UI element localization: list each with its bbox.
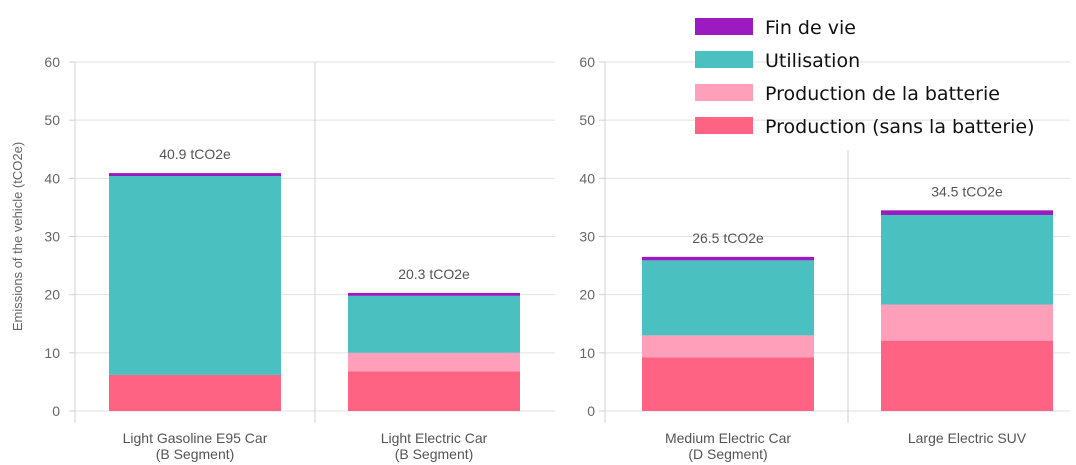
bar-total-label: 34.5 tCO2e bbox=[931, 183, 1003, 199]
y-tick-label: 30 bbox=[44, 229, 60, 245]
chart-panel-right: 0 10 20 30 40 50 60 26.5 tCO2e Medium Electric C… bbox=[579, 54, 1070, 462]
y-tick-label: 30 bbox=[579, 229, 595, 245]
chart-panel-left: 0 10 20 30 40 50 60 Emissions of the vehicle (t… bbox=[10, 54, 555, 462]
bar-segment-production-de-la-batterie bbox=[348, 352, 520, 372]
bar-segment-production-de-la-batterie bbox=[881, 304, 1053, 341]
y-tick-label: 20 bbox=[44, 287, 60, 303]
bar-segment-production-sans-la-batterie- bbox=[348, 371, 520, 411]
bar-segment-fin-de-vie bbox=[109, 173, 281, 177]
y-tick-label: 10 bbox=[44, 345, 60, 361]
bar-segment-fin-de-vie bbox=[348, 292, 520, 296]
y-tick-label: 0 bbox=[587, 403, 595, 419]
legend-label: Utilisation bbox=[765, 50, 860, 72]
y-tick-label: 50 bbox=[44, 112, 60, 128]
x-category-label: (B Segment) bbox=[395, 446, 474, 462]
bar-segment-production-de-la-batterie bbox=[642, 335, 814, 358]
y-tick-label: 60 bbox=[44, 54, 60, 70]
legend-swatch bbox=[695, 117, 753, 134]
y-tick-label: 10 bbox=[579, 345, 595, 361]
legend-swatch bbox=[695, 18, 753, 35]
bar-segment-utilisation bbox=[109, 176, 281, 375]
bar-segment-fin-de-vie bbox=[642, 256, 814, 261]
bar-total-label: 40.9 tCO2e bbox=[159, 146, 231, 162]
y-tick-label: 60 bbox=[579, 54, 595, 70]
x-category-label: Large Electric SUV bbox=[908, 430, 1027, 446]
bar-segment-fin-de-vie bbox=[881, 210, 1053, 215]
y-tick-label: 50 bbox=[579, 112, 595, 128]
y-tick-label: 0 bbox=[52, 403, 60, 419]
y-axis-title: Emissions of the vehicle (tCO2e) bbox=[10, 142, 25, 331]
x-category-label: Light Electric Car bbox=[381, 430, 488, 446]
bar-total-label: 20.3 tCO2e bbox=[398, 266, 470, 282]
x-category-label: Medium Electric Car bbox=[665, 430, 791, 446]
legend-label: Fin de vie bbox=[765, 17, 856, 39]
bar-segment-production-sans-la-batterie- bbox=[642, 357, 814, 411]
y-tick-label: 40 bbox=[579, 170, 595, 186]
legend-swatch bbox=[695, 51, 753, 68]
legend-label: Production de la batterie bbox=[765, 83, 1000, 105]
x-category-label: Light Gasoline E95 Car bbox=[123, 430, 268, 446]
bar-segment-utilisation bbox=[881, 214, 1053, 305]
legend-swatch bbox=[695, 84, 753, 101]
bar-segment-production-sans-la-batterie- bbox=[881, 340, 1053, 411]
bar-total-label: 26.5 tCO2e bbox=[692, 230, 764, 246]
bar-segment-production-sans-la-batterie- bbox=[109, 374, 281, 411]
bar-segment-utilisation bbox=[348, 295, 520, 353]
y-tick-label: 40 bbox=[44, 170, 60, 186]
x-category-label: (B Segment) bbox=[156, 446, 235, 462]
x-category-label: (D Segment) bbox=[688, 446, 767, 462]
bar-segment-utilisation bbox=[642, 260, 814, 336]
chart-legend: Fin de vie Utilisation Production de la ba… bbox=[695, 17, 1035, 138]
y-tick-label: 20 bbox=[579, 287, 595, 303]
legend-label: Production (sans la batterie) bbox=[765, 116, 1035, 138]
